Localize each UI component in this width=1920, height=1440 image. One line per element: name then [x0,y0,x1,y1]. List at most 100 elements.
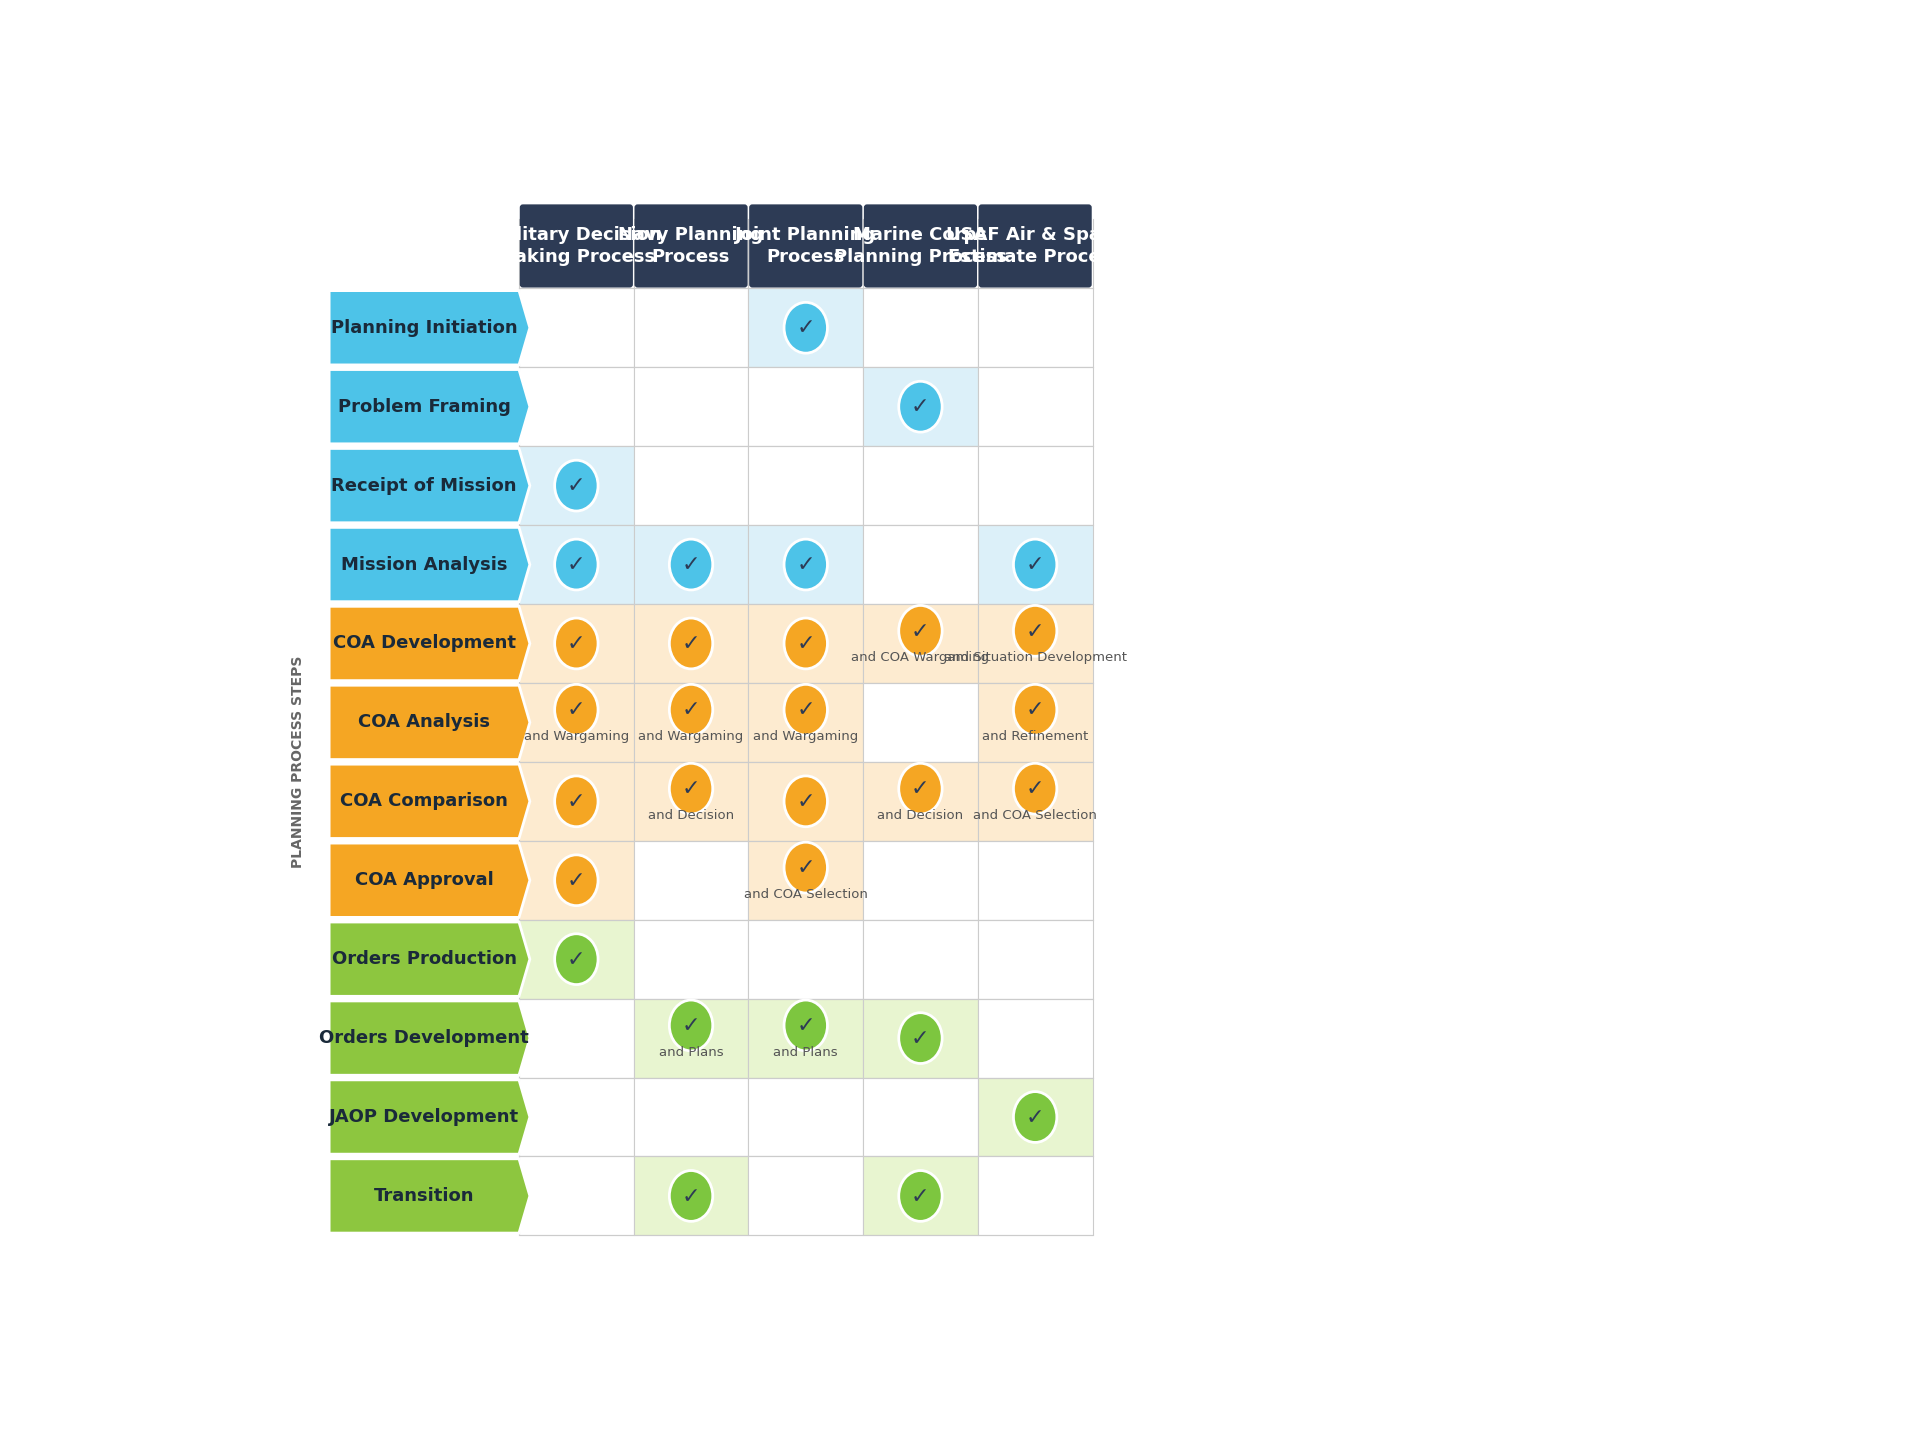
Bar [977,998,1092,1077]
Text: ✓: ✓ [912,1187,929,1207]
Ellipse shape [783,842,828,893]
Ellipse shape [1014,1092,1056,1142]
Text: Receipt of Mission: Receipt of Mission [332,477,516,494]
Bar [749,603,864,683]
Text: ✓: ✓ [566,700,586,720]
Text: COA Analysis: COA Analysis [357,713,490,732]
FancyBboxPatch shape [864,204,977,288]
Text: ✓: ✓ [1025,779,1044,799]
Text: Orders Development: Orders Development [319,1030,528,1047]
Polygon shape [328,1080,530,1155]
Bar [634,526,749,603]
Ellipse shape [899,382,943,432]
FancyBboxPatch shape [520,204,634,288]
Bar [518,288,634,367]
Text: ✓: ✓ [1025,700,1044,720]
Text: and COA Wargaming: and COA Wargaming [851,651,989,664]
Bar [749,1156,864,1236]
Text: Military Decision
Making Process: Military Decision Making Process [492,226,660,266]
Bar [864,603,977,683]
Ellipse shape [899,605,943,657]
Bar [518,998,634,1077]
Ellipse shape [899,1171,943,1221]
Text: ✓: ✓ [797,700,816,720]
Bar [864,998,977,1077]
Polygon shape [328,606,530,681]
Bar [518,526,634,603]
Ellipse shape [555,776,597,827]
Bar [749,762,864,841]
Bar [864,1156,977,1236]
Polygon shape [328,765,530,838]
Ellipse shape [899,763,943,814]
Ellipse shape [555,618,597,668]
Text: ✓: ✓ [566,477,586,497]
Bar [864,446,977,526]
Text: Navy Planning
Process: Navy Planning Process [618,226,764,266]
Bar [864,367,977,446]
Bar [977,762,1092,841]
Bar [977,603,1092,683]
Ellipse shape [783,539,828,590]
Polygon shape [328,370,530,444]
Bar [518,603,634,683]
Ellipse shape [1014,539,1056,590]
Bar [749,998,864,1077]
Text: ✓: ✓ [912,1028,929,1048]
Text: COA Development: COA Development [332,635,516,652]
Text: JAOP Development: JAOP Development [328,1107,518,1126]
Text: ✓: ✓ [682,1187,701,1207]
Bar [749,446,864,526]
Ellipse shape [783,999,828,1051]
Polygon shape [328,842,530,917]
Text: ✓: ✓ [682,556,701,576]
Polygon shape [328,448,530,523]
Bar [864,288,977,367]
Bar [864,526,977,603]
Ellipse shape [670,1171,712,1221]
Text: ✓: ✓ [912,779,929,799]
Text: and COA Selection: and COA Selection [973,809,1096,822]
Bar [518,446,634,526]
Text: ✓: ✓ [682,779,701,799]
Text: ✓: ✓ [682,634,701,654]
FancyBboxPatch shape [749,204,862,288]
FancyBboxPatch shape [634,204,747,288]
Ellipse shape [555,684,597,736]
Text: ✓: ✓ [912,397,929,418]
Text: Planning Initiation: Planning Initiation [330,318,516,337]
Bar [518,1156,634,1236]
Bar [977,288,1092,367]
Bar [634,762,749,841]
Ellipse shape [783,776,828,827]
Text: ✓: ✓ [566,556,586,576]
Ellipse shape [670,763,712,814]
Text: Mission Analysis: Mission Analysis [342,556,507,573]
Text: Orders Production: Orders Production [332,950,516,968]
Text: USAF Air & Space
Estimate Process: USAF Air & Space Estimate Process [947,226,1123,266]
Ellipse shape [555,855,597,906]
Bar [977,446,1092,526]
Text: ✓: ✓ [1025,1107,1044,1128]
Text: ✓: ✓ [797,318,816,338]
Ellipse shape [1014,763,1056,814]
Bar [749,1077,864,1156]
Polygon shape [328,685,530,759]
Bar [518,683,634,762]
Text: and Wargaming: and Wargaming [524,730,630,743]
Ellipse shape [1014,684,1056,736]
Text: ✓: ✓ [1025,622,1044,642]
Polygon shape [328,1001,530,1076]
Text: ✓: ✓ [797,1017,816,1037]
Bar [977,920,1092,998]
Bar [864,683,977,762]
Ellipse shape [555,539,597,590]
Ellipse shape [1014,605,1056,657]
Ellipse shape [899,1012,943,1064]
Text: ✓: ✓ [566,792,586,812]
Bar [634,367,749,446]
Text: ✓: ✓ [797,792,816,812]
Ellipse shape [783,684,828,736]
Bar [864,920,977,998]
Text: ✓: ✓ [797,556,816,576]
